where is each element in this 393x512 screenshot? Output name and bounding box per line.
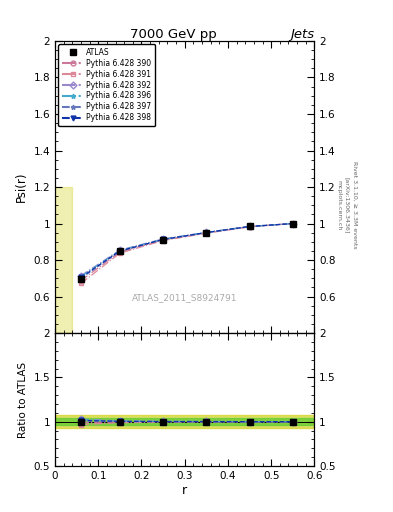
Bar: [55, 415, 314, 428]
Text: Rivet 3.1.10, ≥ 3.3M events: Rivet 3.1.10, ≥ 3.3M events: [352, 161, 357, 249]
Y-axis label: Psi(r): Psi(r): [15, 172, 28, 202]
Bar: [55, 187, 72, 333]
Text: Jets: Jets: [290, 28, 314, 41]
Text: [arXiv:1306.3436]: [arXiv:1306.3436]: [344, 177, 349, 233]
Text: ATLAS_2011_S8924791: ATLAS_2011_S8924791: [132, 293, 237, 303]
Y-axis label: Ratio to ATLAS: Ratio to ATLAS: [18, 361, 28, 438]
Bar: [55, 418, 314, 425]
Text: mcplots.cern.ch: mcplots.cern.ch: [336, 180, 341, 230]
Legend: ATLAS, Pythia 6.428 390, Pythia 6.428 391, Pythia 6.428 392, Pythia 6.428 396, P: ATLAS, Pythia 6.428 390, Pythia 6.428 39…: [58, 44, 155, 126]
X-axis label: r: r: [182, 483, 187, 497]
Text: 7000 GeV pp: 7000 GeV pp: [130, 28, 216, 41]
